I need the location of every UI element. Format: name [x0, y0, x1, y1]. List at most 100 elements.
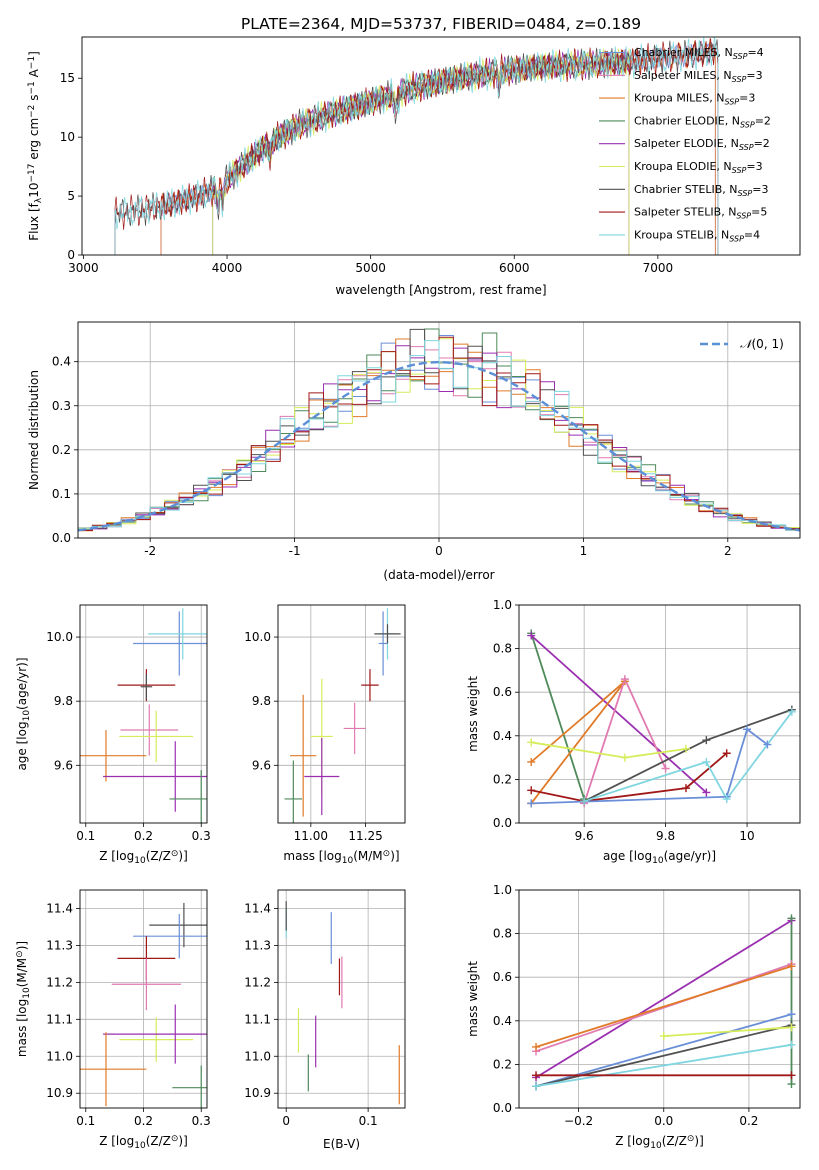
- label-fragment: (M/M: [15, 958, 29, 987]
- label-fragment: Flux [f: [27, 202, 41, 240]
- weight-marker: [527, 786, 536, 795]
- x-axis-label: Z [log10(Z/Z⊙)]: [615, 1134, 704, 1151]
- y-tick-label: 11.4: [244, 901, 271, 915]
- y-axis-label: mass weight: [466, 676, 480, 752]
- weight-line: [535, 1013, 792, 1088]
- label-fragment: ⊙: [171, 849, 179, 859]
- legend-entry: Salpeter ELODIE, NSSP=2: [634, 137, 770, 152]
- label-fragment: SSP: [740, 120, 755, 129]
- x-tick-label: 11.00: [294, 829, 328, 843]
- y-tick-label: 0.0: [493, 816, 512, 830]
- x-tick-label: 0.1: [359, 1114, 378, 1128]
- y-tick-label: 9.8: [252, 694, 271, 708]
- figure-title: PLATE=2364, MJD=53737, FIBERID=0484, z=0…: [241, 15, 641, 33]
- spectrum-line: [114, 38, 719, 255]
- mass-vs-metallicity-panel: 0.1 0.2 0.310.911.011.111.211.311.4Z [log1…: [15, 889, 211, 1151]
- weight-marker: [580, 797, 589, 806]
- y-tick-label: 11.4: [46, 901, 73, 915]
- x-axis-label: Z [log10(Z/Z⊙)]: [99, 849, 188, 866]
- y-tick-label: 11.3: [244, 938, 271, 952]
- label-fragment: 10: [134, 856, 146, 866]
- y-tick-label: 11.2: [46, 975, 73, 989]
- label-fragment: Z [log: [99, 849, 134, 863]
- y-tick-label: 11.0: [46, 1049, 73, 1063]
- x-tick-label: 7000: [643, 261, 674, 275]
- label-fragment: 10: [650, 1141, 662, 1151]
- label-fragment: Kroupa MILES, N: [634, 92, 724, 105]
- axes-frame: [518, 604, 801, 824]
- plot-area: [285, 901, 400, 1105]
- y-tick-label: 11.3: [46, 938, 73, 952]
- x-tick-label: 0: [435, 544, 443, 558]
- weight-marker: [787, 1010, 796, 1019]
- weight-line: [663, 1026, 792, 1037]
- label-fragment: Salpeter MILES, N: [634, 69, 732, 82]
- x-axis-label: age [log10(age/yr)]: [603, 849, 716, 866]
- label-fragment: =3: [746, 160, 762, 173]
- axes-frame: [277, 604, 406, 824]
- label-fragment: ⊙: [171, 1134, 179, 1144]
- label-fragment: =2: [755, 114, 771, 127]
- x-axis-label: mass [log10(M/M⊙)]: [283, 849, 399, 866]
- weight-line: [530, 633, 586, 800]
- label-fragment: mass [log: [15, 999, 29, 1057]
- x-tick-label: 0.3: [192, 1114, 211, 1128]
- y-axis-label: mass weight: [466, 961, 480, 1037]
- label-fragment: Salpeter ELODIE, N: [634, 137, 739, 150]
- weight-marker: [787, 962, 796, 971]
- label-fragment: (M/M: [353, 849, 382, 863]
- label-fragment: Kroupa STELIB, N: [634, 228, 729, 241]
- label-fragment: =4: [747, 46, 763, 59]
- label-fragment: 10: [652, 856, 664, 866]
- plot-area: [78, 328, 800, 538]
- spectrum-line: [114, 37, 719, 255]
- legend-entry: Salpeter STELIB, NSSP=5: [634, 206, 767, 221]
- y-axis-label: age [log10(age/yr)]: [15, 657, 32, 770]
- weight-line: [530, 634, 707, 794]
- plot-area: [284, 608, 401, 823]
- legend-entry: Chabrier ELODIE, NSSP=2: [634, 114, 771, 129]
- y-tick-label: 9.6: [252, 758, 271, 772]
- y-tick-label: 11.1: [46, 1012, 73, 1026]
- y-tick-label: 10.0: [244, 630, 271, 644]
- label-fragment: Chabrier ELODIE, N: [634, 114, 740, 127]
- weight-line: [531, 727, 768, 805]
- weight-line: [535, 965, 792, 1048]
- weight-marker: [787, 707, 796, 716]
- age-vs-metallicity-panel: 0.1 0.2 0.39.69.810.0Z [log10(Z/Z⊙)]age [l…: [15, 604, 211, 866]
- label-fragment: Salpeter STELIB, N: [634, 206, 736, 219]
- legend-entry: 𝒩(0, 1): [740, 337, 784, 351]
- label-fragment: Z [log: [99, 1134, 134, 1148]
- label-fragment: SSP: [733, 52, 748, 61]
- label-fragment: λ: [34, 197, 44, 203]
- label-fragment: −1: [27, 56, 37, 69]
- x-tick-label: 0.3: [192, 829, 211, 843]
- label-fragment: =3: [739, 92, 755, 105]
- label-fragment: erg cm: [27, 118, 41, 164]
- label-fragment: )]: [15, 941, 29, 950]
- y-tick-label: 0: [67, 248, 75, 262]
- label-fragment: (age/yr)]: [664, 849, 716, 863]
- weight-marker: [787, 1040, 796, 1049]
- weight-marker: [659, 1032, 668, 1041]
- label-fragment: )]: [178, 1134, 187, 1148]
- y-tick-label: 0.4: [52, 355, 71, 369]
- weight-line: [535, 1043, 792, 1088]
- label-fragment: SSP: [729, 234, 744, 243]
- label-fragment: (Z/Z: [662, 1134, 687, 1148]
- weight-marker: [681, 744, 690, 753]
- label-fragment: =4: [744, 228, 760, 241]
- weight-marker: [787, 1023, 796, 1032]
- x-axis-label: Z [log10(Z/Z⊙)]: [99, 1134, 188, 1151]
- label-fragment: −1: [27, 81, 37, 94]
- x-tick-label: 4000: [212, 261, 243, 275]
- label-fragment: 10: [22, 710, 32, 722]
- plot-area: [114, 37, 719, 255]
- axes-frame: [81, 36, 801, 256]
- y-tick-label: 15: [60, 71, 75, 85]
- weight-vs-metallicity-panel: −0.2 0.0 0.2 0.0 0.2 0.4 0.6 0.8 1.0 Z [log10(Z/Z…: [466, 883, 801, 1151]
- x-tick-label: −0.2: [564, 1114, 593, 1128]
- weight-marker: [787, 1071, 796, 1080]
- label-fragment: age [log: [603, 849, 652, 863]
